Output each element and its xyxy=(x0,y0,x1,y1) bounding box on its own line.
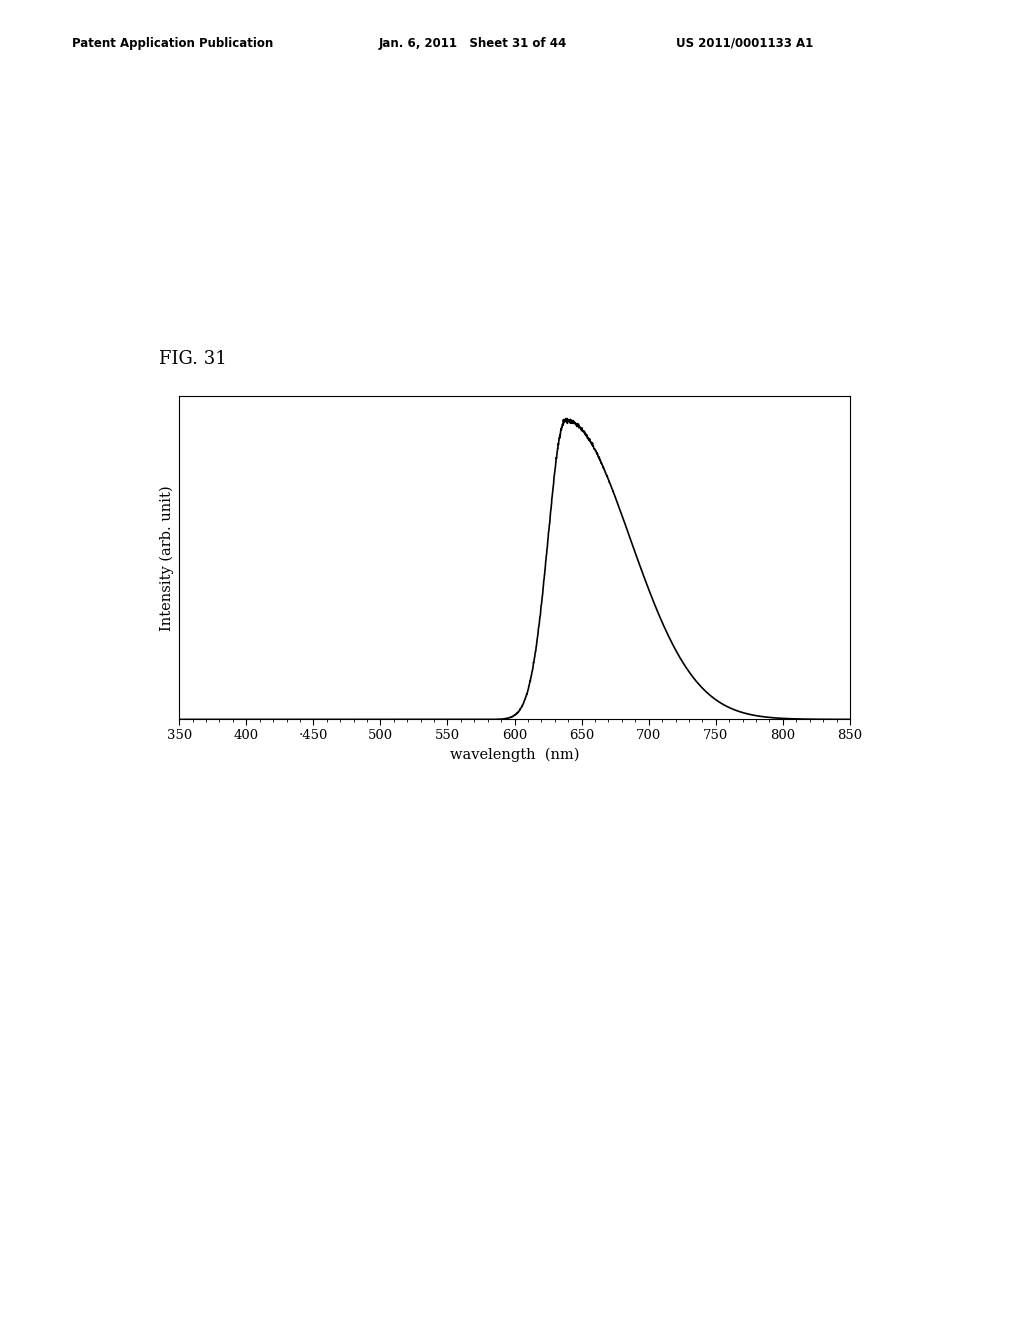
Text: US 2011/0001133 A1: US 2011/0001133 A1 xyxy=(676,37,813,50)
Text: Patent Application Publication: Patent Application Publication xyxy=(72,37,273,50)
Y-axis label: Intensity (arb. unit): Intensity (arb. unit) xyxy=(160,484,174,631)
X-axis label: wavelength  (nm): wavelength (nm) xyxy=(450,747,580,762)
Text: FIG. 31: FIG. 31 xyxy=(159,350,226,368)
Text: Jan. 6, 2011   Sheet 31 of 44: Jan. 6, 2011 Sheet 31 of 44 xyxy=(379,37,567,50)
